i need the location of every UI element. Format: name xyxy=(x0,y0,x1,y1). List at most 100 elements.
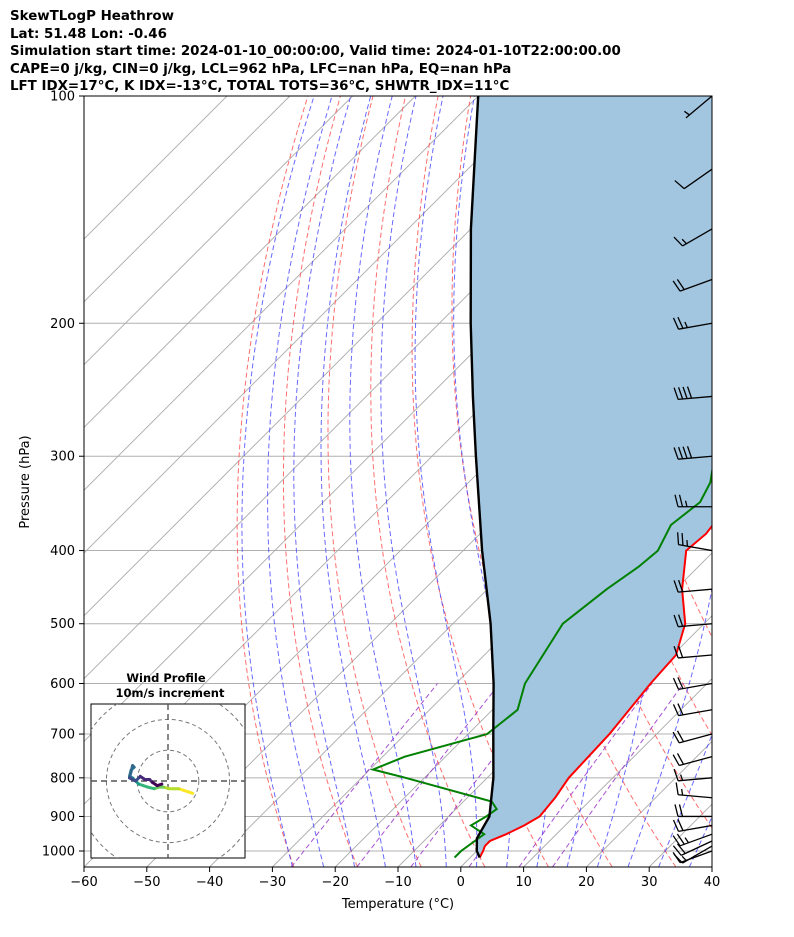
barb-half-flag xyxy=(684,500,688,507)
moist-adiabat-line xyxy=(241,96,315,867)
time-line: Simulation start time: 2024-01-10_00:00:… xyxy=(10,44,621,59)
moist-adiabat-line xyxy=(720,96,794,867)
x-tick-label: −50 xyxy=(133,875,160,890)
parcel-path-line xyxy=(469,96,495,858)
wind-barb xyxy=(674,168,713,190)
hodograph-title: Wind Profile xyxy=(126,671,206,685)
barb-flag xyxy=(673,646,679,659)
wind-barb xyxy=(672,819,713,832)
barb-half-flag xyxy=(679,774,684,781)
x-tick-label: 0 xyxy=(457,875,465,890)
barb-flag xyxy=(677,703,684,716)
isotherm-line xyxy=(84,96,228,240)
indices-line-1: CAPE=0 j/kg, CIN=0 j/kg, LCL=962 hPa, LF… xyxy=(10,61,512,77)
isotherm-line xyxy=(84,96,479,491)
barb-shaft xyxy=(678,322,713,330)
barb-flag xyxy=(672,754,680,766)
barb-shaft xyxy=(678,733,713,744)
wind-barb xyxy=(672,730,713,744)
barb-half-flag xyxy=(684,837,690,844)
barb-flag xyxy=(673,387,679,400)
barb-flag xyxy=(674,180,685,190)
y-tick-label: 800 xyxy=(50,771,75,786)
barb-flag xyxy=(676,532,680,545)
barb-flag xyxy=(682,446,688,459)
barb-shaft xyxy=(682,845,713,864)
y-axis: 100 200 300 400 500 600 700 800 900 1000 xyxy=(42,90,84,860)
moist-adiabat-line xyxy=(453,96,512,867)
barb-half-flag xyxy=(681,238,687,245)
mixing-ratio-line xyxy=(518,683,653,867)
indices-line-2: LFT IDX=17°C, K IDX=-13°C, TOTAL TOTS=36… xyxy=(10,79,510,94)
wind-barb xyxy=(673,768,713,782)
mixing-ratio-line xyxy=(552,683,684,867)
chart-title-block: SkewTLogP Heathrow Lat: 51.48 Lon: -0.46… xyxy=(10,8,621,96)
wind-barb xyxy=(672,753,713,767)
wind-barb xyxy=(675,782,713,799)
barb-flag xyxy=(673,768,679,782)
barb-flag xyxy=(686,446,693,459)
wind-barb xyxy=(673,228,713,247)
barb-shaft xyxy=(678,588,713,593)
barb-flag xyxy=(675,782,679,795)
barb-flag xyxy=(677,446,684,460)
wind-barb xyxy=(673,386,713,401)
barb-shaft xyxy=(685,95,713,119)
isotherm-line xyxy=(84,96,353,366)
wind-barb xyxy=(676,532,713,552)
barb-shaft xyxy=(678,395,713,401)
wind-barb xyxy=(672,833,713,847)
barb-shaft xyxy=(680,840,713,856)
barb-flag xyxy=(673,580,679,593)
isotherm-line xyxy=(84,96,416,429)
dry-adiabat-line xyxy=(698,96,712,241)
wind-barb xyxy=(673,645,713,659)
barb-shaft xyxy=(679,833,713,847)
hodograph-trace-segment xyxy=(155,782,164,788)
barb-flag xyxy=(682,386,688,399)
moist-adiabat-line xyxy=(414,96,478,867)
wind-barb xyxy=(672,703,713,717)
wind-barb xyxy=(674,494,712,508)
hodograph-subtitle: 10m/s increment xyxy=(116,686,225,700)
barb-shaft xyxy=(678,654,713,659)
barb-flag xyxy=(677,316,684,329)
barb-shaft xyxy=(683,168,713,190)
wind-barb xyxy=(672,840,713,856)
barb-shaft xyxy=(678,756,713,767)
barb-shaft xyxy=(678,623,713,628)
barb-flag xyxy=(677,387,684,400)
barb-flag xyxy=(676,730,685,743)
barb-flag xyxy=(673,236,684,247)
x-tick-label: −60 xyxy=(70,875,97,890)
barb-flag xyxy=(672,704,680,716)
barb-flag xyxy=(673,853,684,864)
y-tick-label: 600 xyxy=(50,677,75,692)
barb-flag xyxy=(676,278,685,290)
dry-adiabat-line xyxy=(764,96,794,867)
mixing-ratio-line xyxy=(290,683,438,867)
wind-barb xyxy=(673,614,713,628)
x-tick-label: 40 xyxy=(704,875,721,890)
x-axis: −60 −50 −40 −30 −20 −10 0 10 20 30 40 xyxy=(70,867,720,890)
x-tick-label: −10 xyxy=(384,875,411,890)
y-tick-label: 900 xyxy=(50,810,75,825)
barb-shaft xyxy=(678,794,713,799)
y-tick-label: 700 xyxy=(50,728,75,743)
wind-barb xyxy=(672,316,713,330)
wind-barb xyxy=(674,804,712,818)
isotherm-line xyxy=(334,489,712,867)
barb-shaft xyxy=(678,455,713,460)
barb-flag xyxy=(677,614,684,627)
barb-flag xyxy=(672,280,681,292)
isotherm-line xyxy=(711,866,712,867)
barb-half-flag xyxy=(684,110,690,116)
barb-flag xyxy=(678,494,684,507)
wind-barb xyxy=(672,278,713,292)
y-axis-label: Pressure (hPa) xyxy=(18,435,33,528)
x-tick-label: −20 xyxy=(321,875,348,890)
moist-adiabat-line xyxy=(320,96,386,867)
barb-flag xyxy=(677,677,684,689)
y-tick-label: 100 xyxy=(50,90,75,105)
moist-adiabat-line xyxy=(658,733,712,867)
